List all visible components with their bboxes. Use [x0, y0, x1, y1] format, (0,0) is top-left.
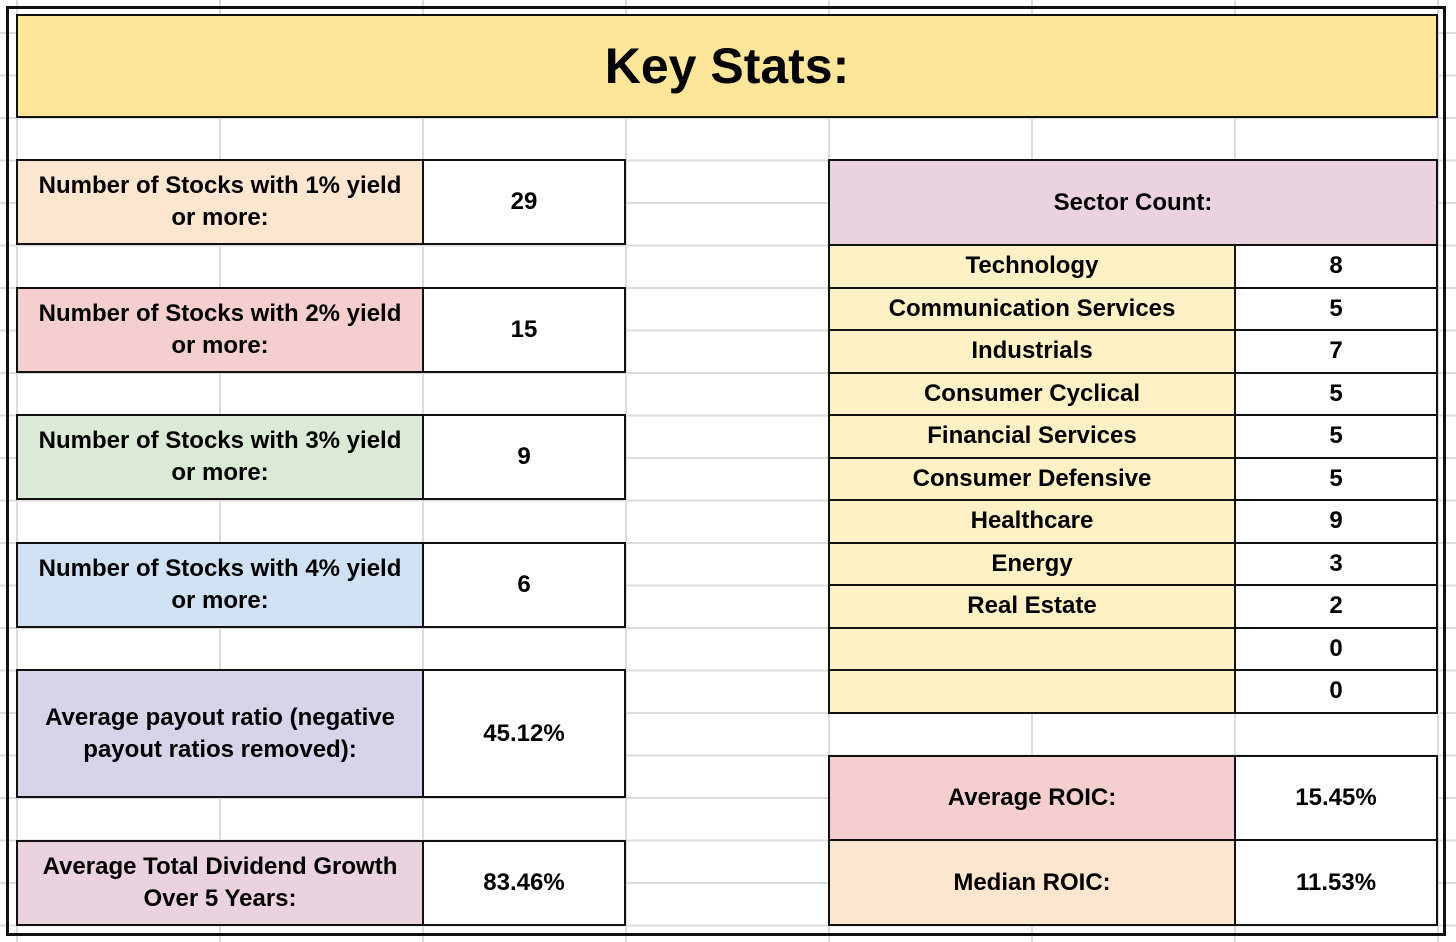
page-title: Key Stats:	[16, 14, 1438, 118]
roic-median-value[interactable]: 11.53%	[1234, 839, 1438, 926]
sector-count-header: Sector Count:	[828, 159, 1438, 246]
sector-name: Real Estate	[828, 584, 1236, 629]
sector-count[interactable]: 8	[1234, 244, 1438, 289]
roic-average-value[interactable]: 15.45%	[1234, 755, 1438, 841]
stat-label-yield-4pct: Number of Stocks with 4% yield or more:	[16, 542, 424, 628]
sector-count[interactable]: 0	[1234, 669, 1438, 714]
sector-name: Communication Services	[828, 286, 1236, 331]
stat-value-dividend-growth[interactable]: 83.46%	[422, 840, 626, 926]
stat-value-payout-ratio[interactable]: 45.12%	[422, 669, 626, 798]
stat-value-yield-3pct[interactable]: 9	[422, 414, 626, 500]
sector-name: Healthcare	[828, 499, 1236, 544]
sector-name	[828, 626, 1236, 671]
sector-name: Industrials	[828, 329, 1236, 374]
stat-label-yield-3pct: Number of Stocks with 3% yield or more:	[16, 414, 424, 500]
stat-value-yield-4pct[interactable]: 6	[422, 542, 626, 628]
sector-name: Consumer Cyclical	[828, 371, 1236, 416]
sector-count[interactable]: 0	[1234, 626, 1438, 671]
sector-count[interactable]: 9	[1234, 499, 1438, 544]
sector-name	[828, 669, 1236, 714]
sector-count[interactable]: 5	[1234, 414, 1438, 459]
sector-name: Energy	[828, 541, 1236, 586]
sector-count[interactable]: 5	[1234, 286, 1438, 331]
roic-median-label: Median ROIC:	[828, 839, 1236, 926]
stat-value-yield-1pct[interactable]: 29	[422, 159, 626, 245]
roic-average-label: Average ROIC:	[828, 755, 1236, 841]
stat-label-yield-2pct: Number of Stocks with 2% yield or more:	[16, 287, 424, 373]
sector-count[interactable]: 5	[1234, 371, 1438, 416]
stat-label-payout-ratio: Average payout ratio (negative payout ra…	[16, 669, 424, 798]
sector-count[interactable]: 5	[1234, 456, 1438, 501]
sector-name: Consumer Defensive	[828, 456, 1236, 501]
sector-count[interactable]: 7	[1234, 329, 1438, 374]
stat-label-yield-1pct: Number of Stocks with 1% yield or more:	[16, 159, 424, 245]
sector-count[interactable]: 3	[1234, 541, 1438, 586]
sector-name: Financial Services	[828, 414, 1236, 459]
sector-count[interactable]: 2	[1234, 584, 1438, 629]
sector-name: Technology	[828, 244, 1236, 289]
stat-value-yield-2pct[interactable]: 15	[422, 287, 626, 373]
stat-label-dividend-growth: Average Total Dividend Growth Over 5 Yea…	[16, 840, 424, 926]
